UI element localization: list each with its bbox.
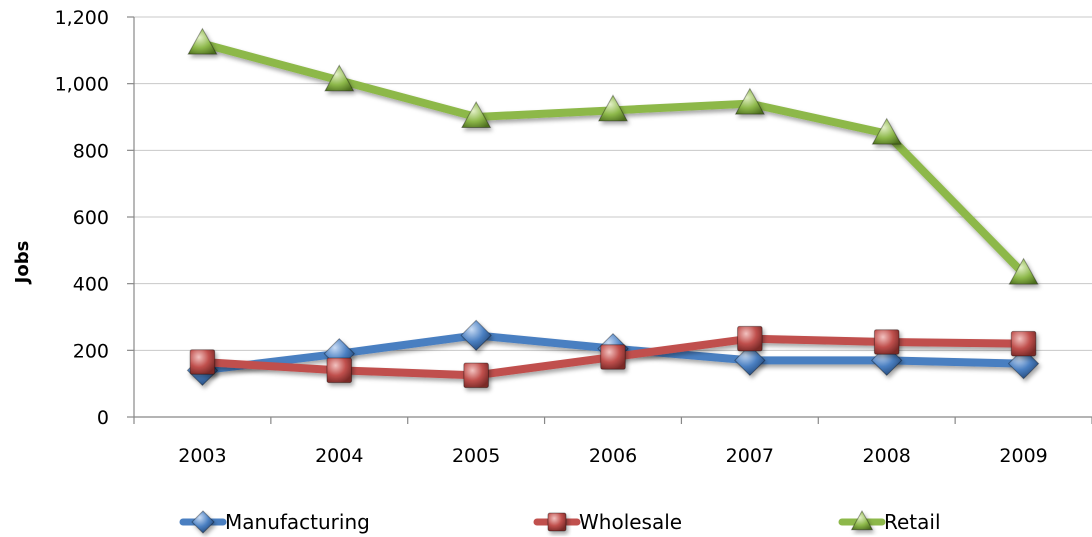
data-point-wholesale: [326, 357, 353, 384]
legend-item-manufacturing: Manufacturing: [179, 510, 370, 534]
legend-marker: [850, 509, 874, 531]
data-point-wholesale: [873, 329, 900, 355]
data-point-wholesale: [1010, 330, 1037, 357]
x-tick-label: 2006: [589, 445, 637, 467]
x-tick-label: 2004: [315, 445, 363, 467]
x-tick-label: 2009: [999, 445, 1047, 467]
data-point-wholesale: [463, 362, 489, 389]
data-point-wholesale: [737, 325, 763, 352]
x-tick-label: 2007: [726, 445, 774, 467]
y-tick-labels: 0 200 400 600 800 1,000 1,200: [55, 7, 109, 429]
data-point-retail: [187, 27, 218, 55]
data-point-retail: [1008, 257, 1039, 285]
data-point-retail: [324, 64, 355, 92]
series-wholesale: [189, 325, 1037, 389]
data-point-retail: [871, 117, 902, 145]
legend-marker: [191, 510, 215, 534]
y-tick-label: 200: [73, 340, 109, 362]
data-point-retail: [597, 94, 629, 122]
y-tick-label: 800: [73, 140, 109, 162]
x-tick-label: 2008: [863, 445, 911, 467]
gridlines: [134, 16, 1092, 351]
data-point-retail: [734, 87, 765, 115]
legend-label: Retail: [884, 510, 941, 534]
legend-label: Manufacturing: [225, 510, 370, 534]
data-point-wholesale: [600, 344, 626, 370]
y-tick-label: 1,200: [55, 7, 109, 29]
y-tick-label: 0: [97, 407, 109, 429]
series-layer: [186, 27, 1040, 389]
y-tick-label: 1,000: [55, 74, 109, 96]
data-point-manufacturing: [734, 344, 766, 377]
y-tick-label: 600: [73, 207, 109, 229]
axes: [127, 16, 1092, 424]
x-tick-label: 2003: [178, 445, 226, 467]
legend-item-retail: Retail: [838, 509, 941, 534]
series-line-retail: [198, 39, 1028, 278]
legend-label: Wholesale: [579, 510, 682, 534]
data-point-manufacturing: [460, 319, 492, 352]
legend: Manufacturing Wholesale Retail: [179, 509, 941, 534]
x-tick-labels: 2003 2004 2005 2006 2007 2008 2009: [178, 445, 1048, 467]
legend-item-wholesale: Wholesale: [533, 510, 682, 534]
y-tick-label: 400: [73, 274, 109, 296]
data-point-wholesale: [189, 349, 216, 375]
data-point-retail: [461, 100, 492, 128]
x-tick-label: 2005: [452, 445, 500, 467]
y-axis-label: Jobs: [12, 241, 33, 286]
legend-marker: [547, 512, 567, 532]
series-retail: [187, 27, 1039, 285]
